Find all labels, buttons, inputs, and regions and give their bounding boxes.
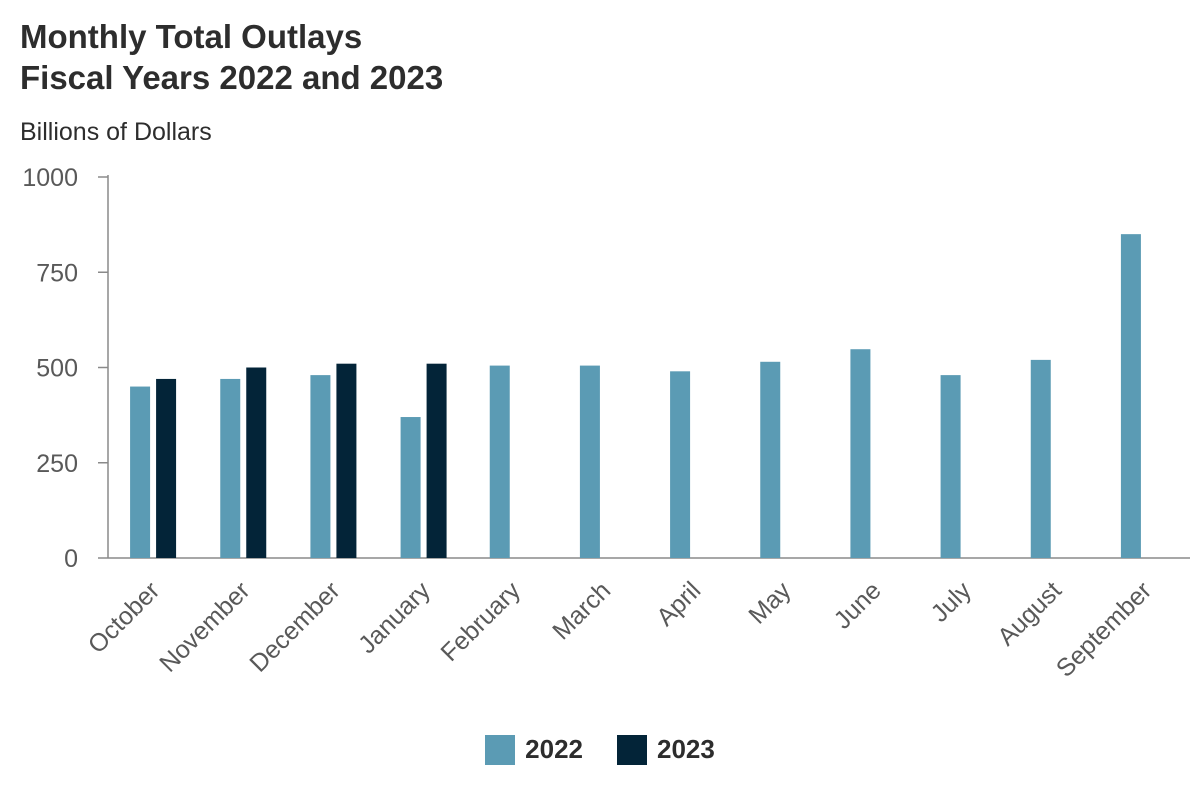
bar-2022-july <box>940 375 961 558</box>
bar-2022-september <box>1120 234 1141 558</box>
x-tick-label-september: September <box>1051 576 1157 682</box>
x-tick-label-august: August <box>992 576 1067 651</box>
bar-2023-november <box>246 367 267 558</box>
legend-label-2022: 2022 <box>525 734 583 764</box>
bar-2022-may <box>760 361 781 558</box>
y-tick-label: 750 <box>36 259 78 287</box>
x-tick-label-november: November <box>154 576 255 677</box>
legend: 2022 2023 <box>0 734 1200 765</box>
x-tick-label-january: January <box>353 576 436 659</box>
x-tick-label-december: December <box>244 576 345 677</box>
y-tick-label: 0 <box>64 545 78 573</box>
bar-2023-january <box>426 363 447 558</box>
chart-title-line1: Monthly Total Outlays <box>20 18 363 55</box>
legend-swatch-2022 <box>485 734 516 765</box>
x-tick-label-february: February <box>435 576 526 667</box>
bar-2022-march <box>579 365 600 558</box>
x-tick-label-june: June <box>829 576 887 634</box>
bar-2022-june <box>850 349 871 558</box>
legend-swatch-2023 <box>617 734 647 765</box>
legend-label-2023: 2023 <box>657 734 715 764</box>
x-tick-label-april: April <box>651 576 706 631</box>
bar-2022-october <box>130 386 151 558</box>
bar-2023-october <box>156 378 177 558</box>
legend-item-2023: 2023 <box>617 734 715 765</box>
bar-2022-february <box>489 365 510 558</box>
y-tick-label: 1000 <box>22 164 78 192</box>
chart-title: Monthly Total Outlays Fiscal Years 2022 … <box>20 16 443 98</box>
x-tick-label-march: March <box>547 576 616 645</box>
y-tick-label: 250 <box>36 450 78 478</box>
bar-2022-november <box>220 378 241 558</box>
y-tick-label: 500 <box>36 355 78 383</box>
bar-2022-august <box>1030 359 1051 558</box>
x-tick-label-october: October <box>83 576 166 659</box>
bar-2022-december <box>310 375 331 558</box>
bar-2022-april <box>670 371 691 558</box>
bar-2022-january <box>400 417 421 558</box>
x-tick-label-july: July <box>926 576 978 628</box>
legend-item-2022: 2022 <box>485 734 583 765</box>
chart-title-line2: Fiscal Years 2022 and 2023 <box>20 59 444 96</box>
y-axis-unit-label: Billions of Dollars <box>20 118 212 146</box>
bar-2023-december <box>336 363 357 558</box>
x-tick-label-may: May <box>743 576 797 630</box>
